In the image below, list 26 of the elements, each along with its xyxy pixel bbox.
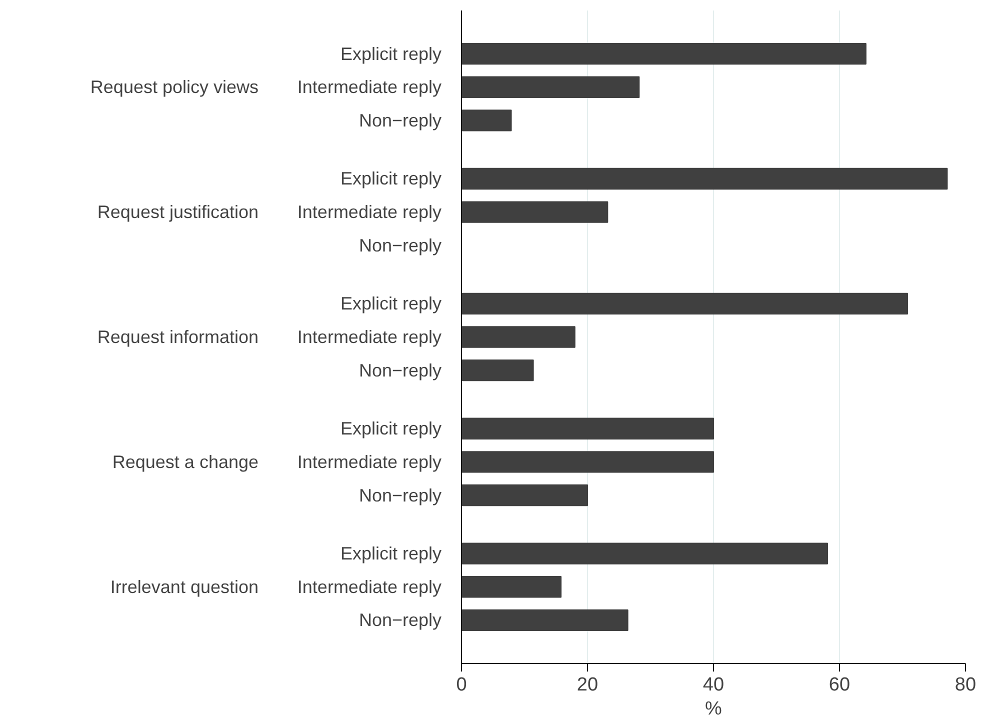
x-tick-label: 80 [954, 674, 976, 696]
y-tick-label: Non−reply [358, 110, 442, 130]
y-tick-label: Non−reply [358, 610, 442, 630]
text: Request justification [97, 202, 259, 222]
y-tick-label: Explicit reply [340, 168, 442, 189]
y-tick-label: Explicit reply [340, 544, 442, 564]
y-tick-label: Explicit reply [340, 44, 442, 64]
y-tick-label: Intermediate reply [297, 576, 442, 597]
y-tick-label: Non−reply [358, 360, 442, 380]
text: Irrelevant question [110, 576, 259, 597]
y-tick-label: Explicit reply [340, 418, 442, 439]
y-tick-label: Intermediate reply [297, 77, 442, 98]
y-tick-label: Intermediate reply [297, 452, 442, 472]
x-tick-label: 20 [576, 674, 598, 696]
x-axis-title: % [705, 698, 722, 720]
y-tick-label: Non−reply [358, 235, 442, 256]
y-tick-label: Intermediate reply [297, 327, 442, 347]
x-tick-label: 40 [702, 674, 724, 696]
y-tick-label: Explicit reply [340, 294, 442, 314]
y-tick-label: Intermediate reply [297, 202, 442, 222]
x-tick-label: 60 [828, 674, 850, 696]
y-tick-label: Non−reply [358, 485, 442, 506]
x-tick-label: 0 [456, 674, 467, 696]
text: Request a change [112, 452, 258, 472]
text: Request policy views [90, 77, 259, 98]
text: Request information [97, 327, 259, 347]
